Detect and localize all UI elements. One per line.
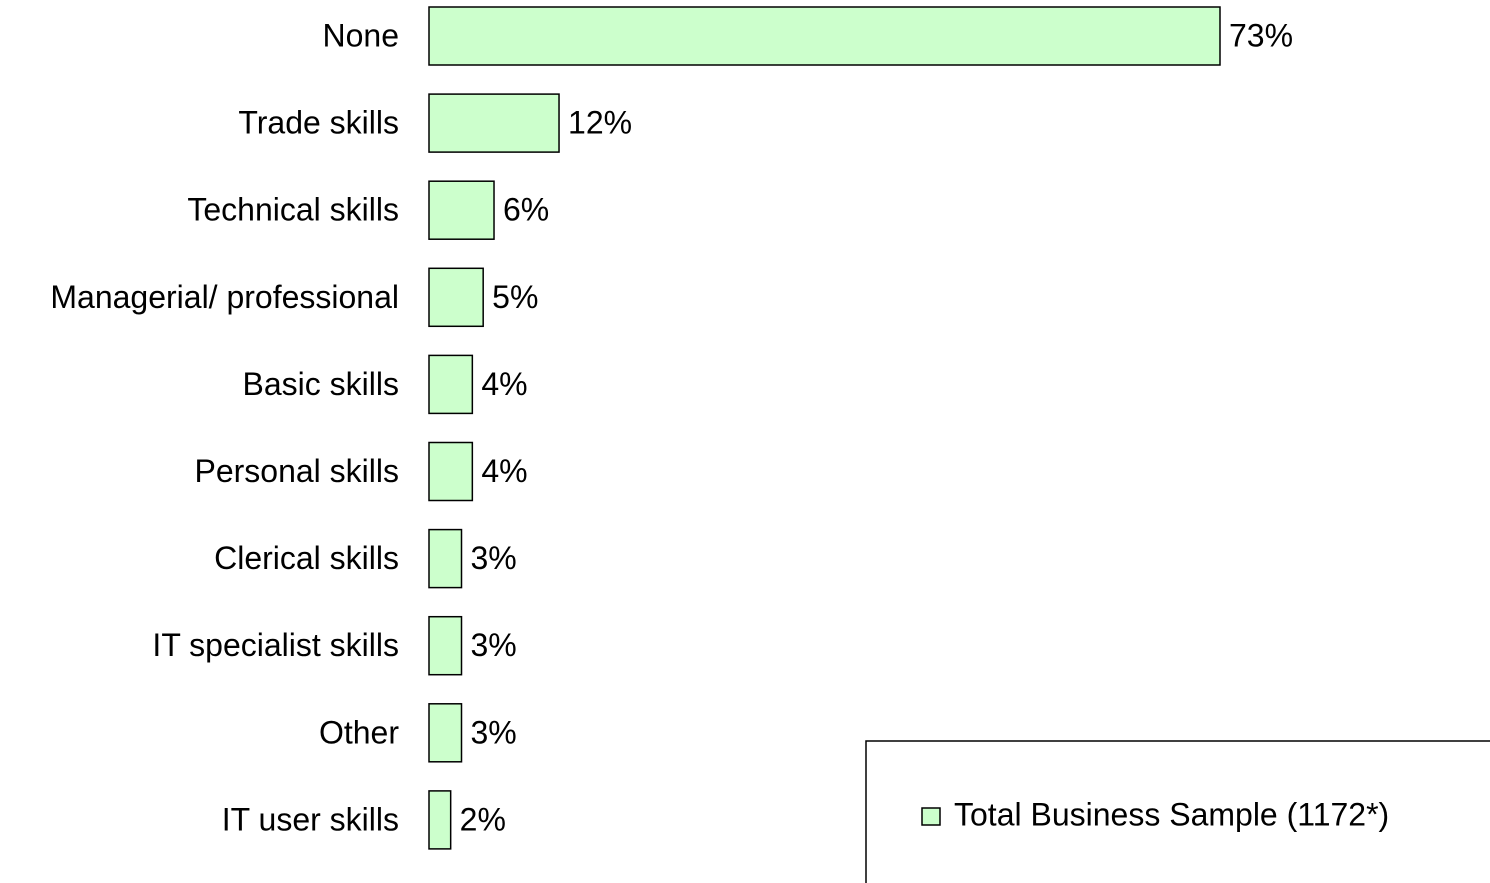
data-label: 4% [481,366,527,402]
category-label: Managerial/ professional [50,279,399,315]
data-label: 12% [568,105,632,141]
category-label: Clerical skills [214,540,399,576]
bar [428,93,560,153]
bar [428,528,463,589]
data-label: 4% [481,453,527,489]
data-label: 3% [471,627,517,663]
data-label: 73% [1229,17,1293,53]
bar [428,267,484,328]
category-label: None [323,17,400,53]
legend-marker [921,807,941,826]
data-label: 5% [492,279,538,315]
category-label: Technical skills [187,192,399,228]
bar [428,703,463,763]
data-label: 3% [471,714,517,750]
data-label: 6% [503,192,549,228]
category-label: Basic skills [243,366,399,402]
bar [428,354,474,415]
category-label: Personal skills [194,453,399,489]
bar [428,6,1221,66]
bar [428,790,452,850]
category-label: Trade skills [238,105,399,141]
legend-label: Total Business Sample (1172*) [954,796,1389,832]
bar [428,180,495,240]
category-label: IT user skills [222,801,399,837]
category-label: IT specialist skills [152,627,399,663]
legend-box [865,740,1490,883]
data-label: 3% [471,540,517,576]
bar [428,441,474,502]
bar [428,615,463,676]
category-label: Other [319,714,399,750]
data-label: 2% [460,801,506,837]
